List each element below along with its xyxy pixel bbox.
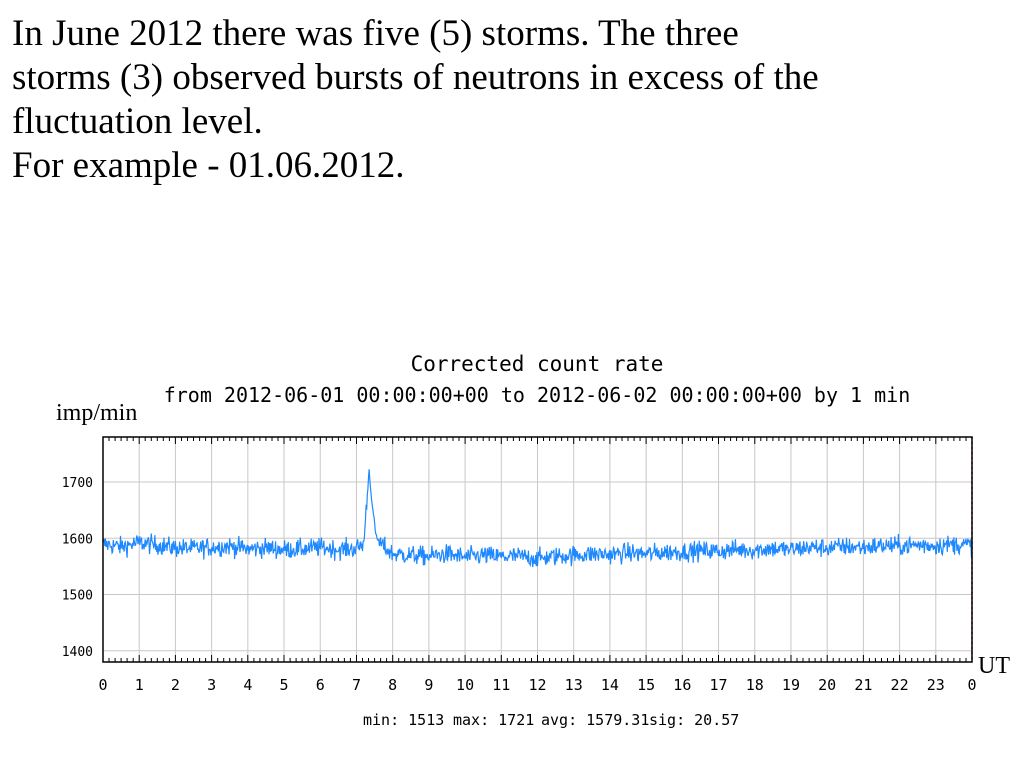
x-tick-label: 7 — [352, 676, 361, 694]
x-tick-label: 2 — [171, 676, 180, 694]
x-tick-label: 1 — [135, 676, 144, 694]
x-tick-label: 0 — [98, 676, 107, 694]
y-tick-label: 1700 — [62, 476, 93, 491]
x-tick-label: 8 — [388, 676, 397, 694]
x-tick-label: 21 — [854, 676, 872, 694]
x-tick-label: 3 — [207, 676, 216, 694]
stat-max: max: 1721 — [453, 711, 534, 729]
x-tick-labels: 0 1 2 3 4 5 6 7 8 9 10 11 12 13 14 15 16 17 18 19 20 21 22 23 0 — [98, 676, 976, 694]
x-tick-label: 19 — [782, 676, 800, 694]
x-tick-label: 18 — [746, 676, 764, 694]
x-tick-label: 16 — [673, 676, 691, 694]
y-axis-label: imp/min — [56, 400, 137, 426]
x-tick-label: 20 — [818, 676, 836, 694]
x-tick-label: 4 — [243, 676, 252, 694]
series-line — [102, 469, 973, 568]
x-tick-label: 6 — [316, 676, 325, 694]
x-tick-label: 9 — [424, 676, 433, 694]
x-tick-label: 12 — [528, 676, 546, 694]
y-tick-label: 1400 — [62, 645, 93, 660]
stat-sig: sig: 20.57 — [649, 711, 739, 729]
intro-line-2: storms (3) observed bursts of neutrons i… — [12, 57, 819, 98]
y-tick-label: 1500 — [62, 589, 93, 604]
top-minor-ticks — [102, 437, 973, 444]
x-tick-label: 13 — [565, 676, 583, 694]
x-tick-label: 14 — [601, 676, 619, 694]
y-tick-label: 1600 — [62, 532, 93, 547]
x-tick-label: 23 — [927, 676, 945, 694]
plot-frame — [102, 436, 973, 663]
chart-title: Corrected count rate — [411, 352, 664, 376]
count-rate-chart: Corrected count rate from 2012-06-01 00:… — [56, 352, 1010, 729]
x-tick-label: 5 — [280, 676, 289, 694]
x-tick-label: 0 — [967, 676, 976, 694]
x-tick-label: 22 — [891, 676, 909, 694]
stat-min: min: 1513 — [363, 711, 444, 729]
x-tick-label: 11 — [492, 676, 510, 694]
x-tick-label: 10 — [456, 676, 474, 694]
stat-avg: avg: 1579.31 — [541, 711, 649, 729]
intro-line-3: fluctuation level. — [12, 101, 263, 142]
chart-subtitle: from 2012-06-01 00:00:00+00 to 2012-06-0… — [164, 383, 911, 407]
intro-text: In June 2012 there was five (5) storms. … — [12, 12, 1012, 188]
intro-line-4: For example - 01.06.2012. — [12, 145, 405, 186]
intro-line-1: In June 2012 there was five (5) storms. … — [12, 13, 739, 54]
bottom-minor-ticks — [102, 655, 973, 662]
x-axis-label: UT — [978, 653, 1010, 679]
x-tick-label: 17 — [710, 676, 728, 694]
y-tick-labels: 1400 1500 1600 1700 — [62, 476, 93, 660]
x-tick-label: 15 — [637, 676, 655, 694]
